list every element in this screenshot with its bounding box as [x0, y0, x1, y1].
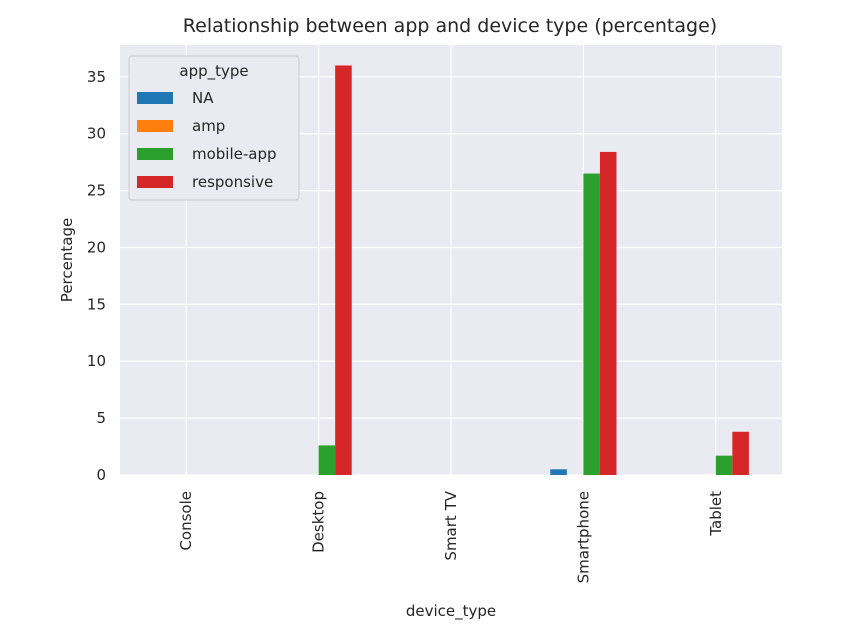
y-tick-label-6: 30 [87, 125, 106, 143]
x-tick-label-4: Tablet [707, 491, 725, 537]
x-tick-label-1: Desktop [310, 491, 328, 553]
legend-label-amp: amp [192, 117, 225, 135]
x-tick-labels: Console Desktop Smart TV Smartphone Tablet [177, 490, 725, 583]
bar-responsive-desktop [335, 65, 352, 475]
legend-label-mobile-app: mobile-app [192, 145, 277, 163]
bar-responsive-tablet [732, 431, 749, 475]
legend: app_type NA amp mobile-app responsive [128, 55, 300, 201]
legend-swatch-NA [137, 92, 173, 104]
bar-NA-smartphone [550, 469, 567, 475]
y-tick-label-2: 10 [87, 352, 106, 370]
x-tick-label-0: Console [177, 491, 195, 551]
bar-responsive-smartphone [599, 151, 617, 475]
legend-label-responsive: responsive [192, 173, 273, 191]
y-tick-label-1: 5 [96, 409, 106, 427]
legend-swatch-amp [137, 120, 173, 132]
x-axis-label: device_type [406, 602, 496, 621]
x-tick-label-3: Smartphone [574, 491, 592, 583]
x-tick-label-2: Smart TV [442, 490, 460, 560]
y-tick-label-3: 15 [87, 295, 106, 313]
y-tick-label-4: 20 [87, 238, 106, 256]
y-tick-label-0: 0 [96, 466, 106, 484]
y-axis-label: Percentage [58, 218, 76, 302]
y-tick-label-7: 35 [87, 68, 106, 86]
legend-swatch-mobile-app [137, 148, 173, 160]
legend-label-NA: NA [192, 89, 214, 107]
legend-swatch-responsive [137, 176, 173, 188]
legend-title: app_type [179, 62, 248, 81]
y-tick-label-5: 25 [87, 182, 106, 200]
bar-mobile-app-smartphone [583, 173, 600, 475]
chart-title: Relationship between app and device type… [183, 15, 717, 37]
bars [318, 65, 749, 475]
bar-mobile-app-tablet [715, 455, 733, 475]
bar-mobile-app-desktop [318, 445, 336, 475]
y-tick-labels: 0 5 10 15 20 25 30 35 [87, 68, 106, 484]
